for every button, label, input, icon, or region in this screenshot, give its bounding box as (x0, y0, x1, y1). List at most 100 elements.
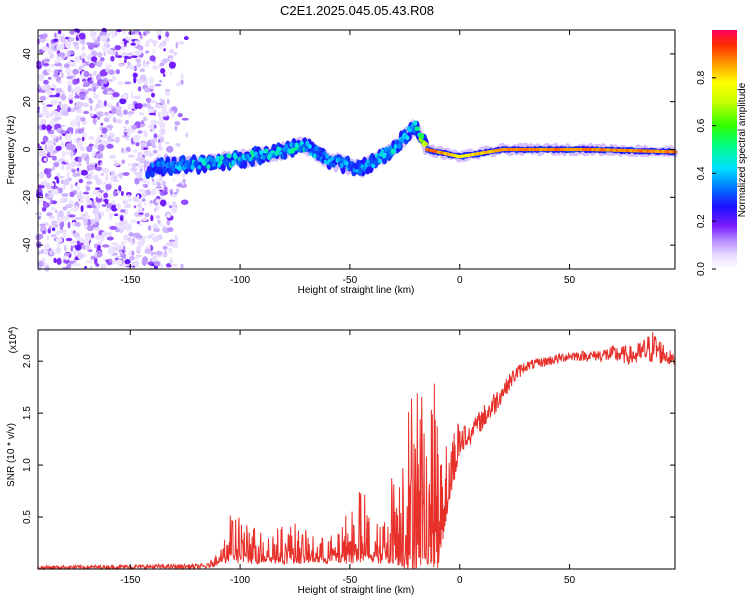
noise-speckle (108, 31, 116, 34)
noise-speckle (99, 101, 105, 108)
noise-speckle (148, 76, 155, 84)
noise-speckle (163, 191, 168, 195)
noise-speckle (46, 212, 53, 217)
noise-speckle (58, 158, 66, 162)
noise-speckle (77, 216, 85, 220)
noise-speckle (141, 217, 148, 222)
ridge-core (157, 168, 162, 175)
noise-speckle (144, 62, 147, 67)
noise-speckle (159, 128, 166, 136)
noise-speckle (151, 181, 157, 186)
noise-speckle (134, 163, 140, 167)
noise-speckle (49, 113, 54, 117)
noise-speckle (118, 63, 124, 67)
noise-speckle (41, 258, 46, 262)
noise-speckle (138, 189, 146, 193)
noise-speckle (141, 103, 148, 108)
noise-speckle (180, 199, 189, 205)
noise-speckle (130, 219, 137, 224)
noise-speckle (81, 136, 85, 142)
noise-speckle (166, 145, 174, 153)
noise-speckle (49, 152, 55, 157)
noise-speckle (146, 180, 150, 188)
noise-speckle (61, 150, 65, 158)
noise-speckle (78, 168, 82, 175)
noise-speckle (73, 32, 78, 36)
noise-speckle (100, 86, 108, 90)
noise-speckle (142, 130, 148, 134)
noise-speckle (92, 208, 100, 215)
noise-speckle (60, 111, 64, 117)
noise-speckle (148, 152, 154, 157)
noise-speckle (138, 212, 144, 215)
noise-speckle (153, 256, 157, 260)
noise-speckle (124, 55, 128, 60)
noise-speckle (90, 30, 96, 38)
noise-speckle (78, 178, 84, 184)
noise-speckle (160, 98, 165, 105)
noise-speckle (115, 245, 122, 249)
noise-speckle (97, 144, 105, 152)
y-tick-label: 1.5 (22, 406, 33, 420)
spectrogram-ticks: -150 -100 -50 0 50 -40 -20 0 20 40 (22, 30, 675, 286)
noise-speckle (105, 207, 111, 213)
noise-speckle (121, 135, 130, 138)
noise-speckle (76, 162, 82, 167)
noise-speckle (160, 68, 166, 74)
noise-speckle (138, 165, 144, 170)
noise-speckle (43, 168, 50, 175)
noise-speckle (74, 86, 81, 90)
y-tick-label: -20 (22, 190, 33, 205)
noise-speckle (140, 146, 144, 151)
spectral-ridge-layer (144, 119, 679, 180)
noise-speckle (158, 142, 162, 147)
noise-speckle (53, 38, 59, 43)
spectrogram-xlabel: Height of straight line (km) (298, 285, 415, 296)
noise-speckle (171, 110, 175, 118)
noise-speckle (59, 135, 62, 141)
noise-speckle (129, 255, 135, 261)
noise-speckle (168, 57, 174, 61)
noise-speckle (103, 117, 110, 123)
noise-speckle (64, 41, 72, 49)
noise-speckle (115, 69, 121, 75)
ridge-core (423, 141, 428, 147)
noise-speckle (72, 68, 79, 75)
ridge-core (148, 169, 153, 177)
snr-frame (37, 329, 676, 570)
noise-speckle (99, 57, 105, 62)
noise-speckle (101, 81, 104, 86)
noise-speckle (77, 252, 84, 260)
ridge-core (322, 150, 327, 156)
noise-speckle (105, 44, 111, 47)
noise-speckle (64, 159, 68, 163)
noise-speckle (91, 56, 98, 62)
x-tick-label: -150 (120, 575, 140, 586)
noise-speckle (72, 263, 80, 267)
noise-speckle (115, 119, 123, 124)
noise-speckle (78, 156, 82, 163)
noise-speckle (96, 60, 103, 68)
noise-speckle (86, 181, 93, 185)
noise-speckle (130, 92, 134, 99)
noise-speckle (115, 109, 122, 116)
noise-speckle (95, 177, 100, 181)
noise-speckle (44, 58, 50, 62)
noise-speckle (157, 190, 161, 196)
snr-ticks: -150 -100 -50 0 50 0.5 1.0 1.5 2.0 (22, 330, 675, 586)
noise-speckle (126, 223, 132, 231)
noise-speckle (113, 159, 118, 163)
noise-speckle (42, 202, 50, 208)
noise-speckle (165, 141, 170, 145)
noise-speckle (79, 93, 86, 101)
noise-speckle (127, 111, 135, 115)
noise-speckle (166, 219, 171, 226)
noise-speckle (183, 36, 189, 41)
noise-speckle (149, 55, 156, 62)
x-tick-label: -150 (120, 275, 140, 286)
noise-speckle (142, 177, 147, 184)
noise-speckle (75, 244, 82, 251)
ridge-core (310, 148, 315, 154)
noise-speckle (152, 65, 159, 70)
noise-speckle (48, 215, 55, 220)
